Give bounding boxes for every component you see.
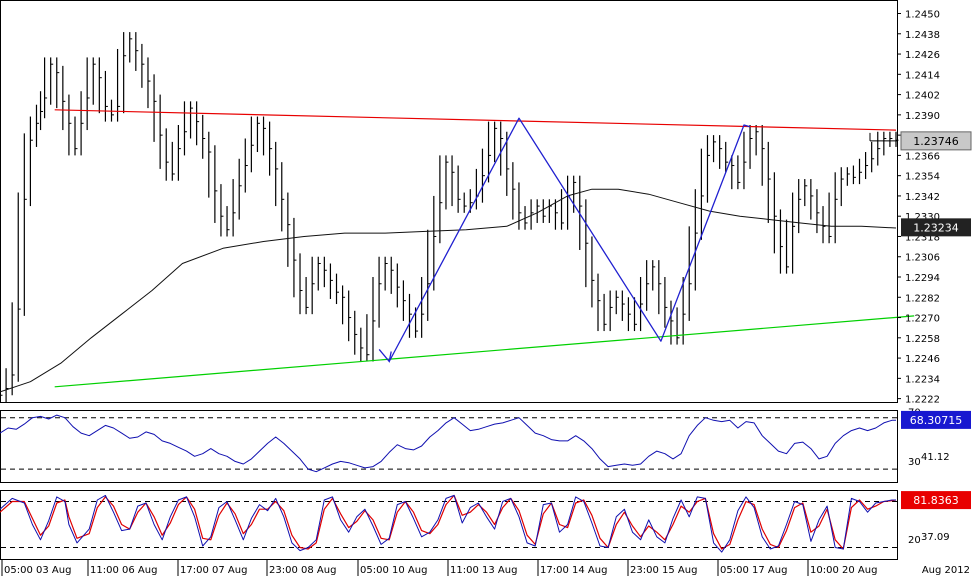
price-axis-label: 1.2258 <box>905 334 940 345</box>
rsi-value-badge <box>901 410 971 429</box>
time-axis-label: 05:00 17 Aug <box>720 565 787 576</box>
price-axis-label: 1.2222 <box>905 395 940 406</box>
rsi-mid-label: 41.12 <box>921 452 950 463</box>
time-axis-label: 05:00 10 Aug <box>360 565 427 576</box>
time-axis-year-label: Aug 2012 <box>922 565 970 576</box>
last-price-value: 1.23746 <box>913 135 959 148</box>
price-axis-label: 1.2306 <box>905 253 940 264</box>
price-axis-label: 1.2282 <box>905 293 940 304</box>
resistance-trendline <box>54 109 897 131</box>
price-axis-label: 1.2414 <box>905 70 940 81</box>
support-trendline <box>54 315 915 388</box>
price-axis-label: 1.2294 <box>905 273 940 284</box>
price-axis-label: 1.2450 <box>905 10 940 21</box>
price-axis-label: 1.2390 <box>905 111 940 122</box>
stochastic-mid-label: 37.09 <box>921 532 950 543</box>
stochastic-main-line <box>0 494 896 553</box>
moving-average-badge <box>901 218 971 237</box>
price-axis-label: 1.2426 <box>905 50 940 61</box>
price-axis-label: 1.2246 <box>905 354 940 365</box>
rsi-panel-frame <box>0 410 898 483</box>
time-axis-label: 10:00 20 Aug <box>810 565 877 576</box>
time-axis-label: 23:00 15 Aug <box>630 565 697 576</box>
stochastic-panel-frame <box>0 490 898 560</box>
price-axis-label: 1.2234 <box>905 374 940 385</box>
time-axis-label: 17:00 07 Aug <box>180 565 247 576</box>
moving-average-line <box>0 188 897 393</box>
price-axis-label: 1.2318 <box>905 232 940 243</box>
price-axis-label: 1.2342 <box>905 192 940 203</box>
time-axis-label: 11:00 13 Aug <box>450 565 517 576</box>
price-axis-label: 1.2402 <box>905 91 940 102</box>
price-axis-label: 1.2354 <box>905 172 940 183</box>
time-axis-label: 11:00 06 Aug <box>90 565 157 576</box>
last-price-badge <box>900 131 972 151</box>
price-axis-label: 1.2438 <box>905 30 940 41</box>
stochastic-current-value: 81.8363 <box>913 494 959 507</box>
price-axis-label: 1.2366 <box>905 151 940 162</box>
rsi-line <box>0 414 896 473</box>
zigzag-arrowhead <box>378 349 392 363</box>
rsi-current-value: 68.30715 <box>910 414 963 427</box>
rsi-level-30-label: 30 <box>908 457 921 468</box>
moving-average-value: 1.23234 <box>913 221 959 234</box>
price-axis-label: 1.2330 <box>905 212 940 223</box>
time-axis-label: 17:00 14 Aug <box>540 565 607 576</box>
stochastic-level-20-label: 20 <box>908 535 921 546</box>
time-axis-label: 05:00 03 Aug <box>4 565 71 576</box>
price-axis-label: 1.2270 <box>905 314 940 325</box>
time-axis-label: 23:00 08 Aug <box>269 565 336 576</box>
stochastic-value-badge <box>901 491 971 510</box>
price-panel-frame <box>0 0 898 403</box>
zigzag-pattern-line <box>388 117 751 362</box>
